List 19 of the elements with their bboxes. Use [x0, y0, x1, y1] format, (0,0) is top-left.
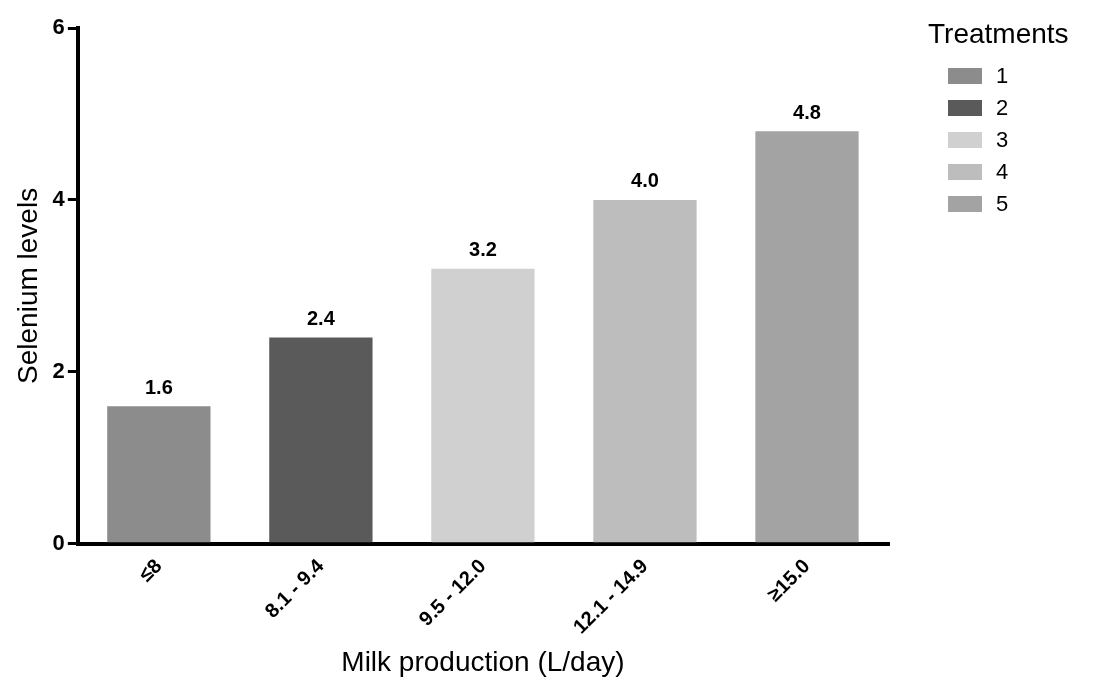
data-label: 3.2	[469, 238, 497, 261]
legend-label: 3	[996, 127, 1009, 153]
y-tick-label: 6	[52, 14, 65, 40]
legend-label: 1	[996, 63, 1009, 89]
legend-label: 2	[996, 95, 1009, 121]
legend-title: Treatments	[928, 18, 1069, 50]
data-label: 1.6	[144, 375, 173, 398]
y-tick-label: 2	[52, 357, 65, 383]
x-tick-label: ≤8	[134, 554, 166, 586]
data-label: 4.8	[793, 100, 821, 123]
legend-label: 4	[996, 159, 1009, 185]
y-tick-label: 0	[52, 529, 65, 555]
data-label: 2.4	[306, 307, 336, 329]
x-tick-label: 8.1 - 9.4	[260, 553, 329, 622]
data-label: 4.0	[631, 169, 659, 192]
legend-label: 5	[996, 191, 1009, 217]
y-tick-label: 4	[52, 186, 66, 211]
y-axis-title: Selenium levels	[11, 187, 43, 384]
x-axis-title: Milk production (L/day)	[341, 645, 625, 677]
